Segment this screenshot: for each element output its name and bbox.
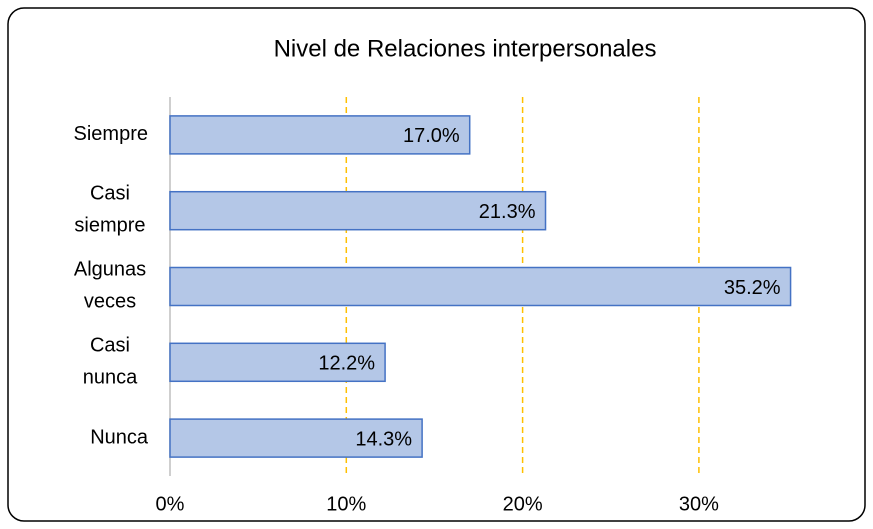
y-tick-label: Casi siempre	[74, 183, 145, 237]
bar	[169, 342, 386, 383]
x-tick-label: 0%	[156, 493, 185, 515]
bar	[169, 190, 547, 231]
y-tick-label: Siempre	[74, 123, 148, 145]
x-tick-label: 20%	[503, 493, 543, 515]
data-label: 35.2%	[724, 277, 781, 299]
data-label: 14.3%	[355, 428, 412, 450]
y-tick-label: Algunas veces	[74, 259, 146, 313]
x-tick-label: 30%	[679, 493, 719, 515]
data-label: 21.3%	[479, 201, 536, 223]
y-tick-label: Casi nunca	[83, 335, 138, 389]
bar	[169, 418, 423, 458]
x-tick-label: 10%	[326, 493, 366, 515]
bar	[169, 266, 792, 307]
data-label: 17.0%	[403, 125, 460, 147]
data-label: 12.2%	[318, 353, 375, 375]
chart-title: Nivel de Relaciones interpersonales	[274, 35, 657, 62]
bar	[169, 115, 471, 155]
y-tick-label: Nunca	[90, 426, 149, 448]
